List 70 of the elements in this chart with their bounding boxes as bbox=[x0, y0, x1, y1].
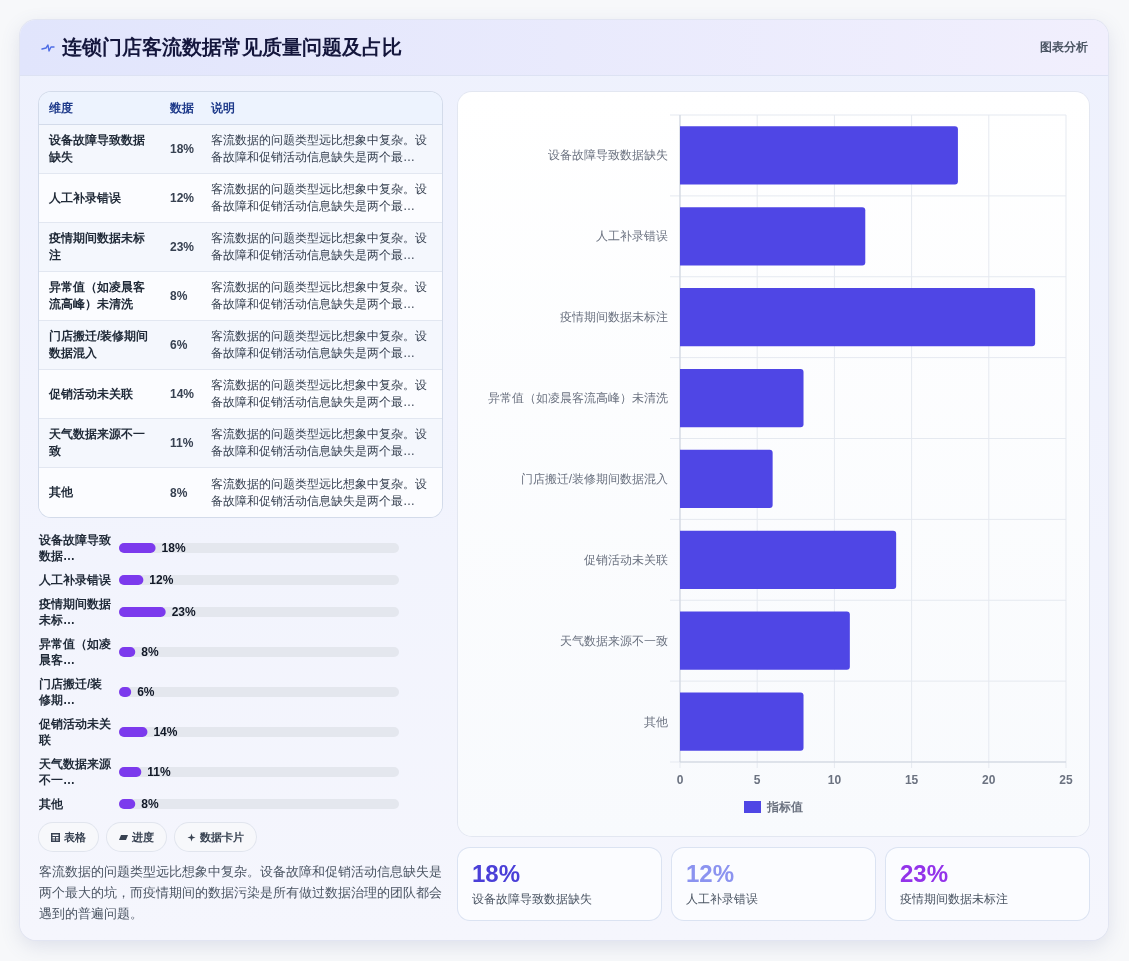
text: 12% bbox=[170, 191, 195, 205]
text: 客流数据的问题类型远比想象中复杂。设备故障和促销活动信息缺失是两个最… bbox=[211, 475, 428, 510]
text: 18% bbox=[472, 860, 521, 887]
text: 23% bbox=[170, 240, 195, 254]
legend-label: 指标值 bbox=[766, 800, 803, 814]
data-label: 14% bbox=[153, 725, 178, 739]
text: 11% bbox=[170, 436, 194, 450]
text: 14% bbox=[170, 387, 195, 401]
text: 客流数据的问题类型远比想象中复杂。设备故障和促销活动信息缺失是两个最… bbox=[211, 132, 428, 166]
x-tick-label: 25 bbox=[1059, 773, 1073, 787]
bar bbox=[680, 611, 850, 670]
category-label: 人工补录错误 bbox=[686, 891, 759, 908]
text: 图表分析 bbox=[1040, 39, 1088, 56]
text: 8% bbox=[170, 289, 188, 303]
data-label: 8% bbox=[141, 645, 159, 659]
x-tick-label: 15 bbox=[904, 773, 919, 787]
x-tick-label: 0 bbox=[676, 773, 684, 787]
bar bbox=[680, 288, 1036, 347]
y-tick-label: 天气数据来源不一… bbox=[39, 756, 112, 788]
category-label: 设备故障导致数据缺失 bbox=[472, 891, 593, 908]
data-label: 8% bbox=[141, 797, 159, 811]
text: 客流数据的问题类型远比想象中复杂。设备故障和促销活动信息缺失是两个最… bbox=[211, 230, 428, 264]
bar bbox=[680, 530, 897, 589]
y-tick-label: 异常值（如凌晨客流高峰）未清洗 bbox=[488, 391, 668, 406]
y-tick-label: 其他 bbox=[644, 714, 668, 729]
text: 18% bbox=[170, 142, 195, 156]
text: 数据 bbox=[170, 99, 195, 117]
y-tick-label: 促销活动未关联 bbox=[584, 552, 668, 567]
text: 客流数据的问题类型远比想象中复杂。设备故障和促销活动信息缺失是两个最… bbox=[211, 426, 428, 460]
y-tick-label: 设备故障导致数据… bbox=[39, 532, 112, 564]
bar bbox=[680, 368, 804, 428]
y-tick-label: 人工补录错误 bbox=[596, 229, 668, 244]
text: 客流数据的问题类型远比想象中复杂。设备故障和促销活动信息缺失是两个最… bbox=[211, 181, 428, 215]
text: 客流数据的问题类型远比想象中复杂。设备故障和促销活动信息缺失是两个最… bbox=[211, 279, 428, 313]
bar bbox=[680, 126, 958, 185]
text: 数据卡片 bbox=[200, 829, 244, 845]
data-label: 11% bbox=[147, 765, 172, 779]
text: 客流数据的问题类型远比想象中复杂。设备故障和促销活动信息缺失是两个最… bbox=[211, 328, 428, 362]
text: 说明 bbox=[211, 99, 236, 117]
x-tick-label: 5 bbox=[753, 773, 761, 787]
y-tick-label: 疫情期间数据未标注 bbox=[560, 310, 668, 325]
y-tick-label: 门店搬迁/装修期… bbox=[39, 676, 104, 708]
text: 维度 bbox=[49, 99, 74, 117]
data-label: 23% bbox=[171, 605, 197, 619]
text: 连锁门店客流数据常见质量问题及占比 bbox=[62, 35, 402, 60]
text: 12% bbox=[686, 860, 735, 887]
text: 客流数据的问题类型远比想象中复杂。设备故障和促销活动信息缺失是两个最大的坑，而疫情期间的数据污染是所有做过数据治理的团队都会遇到的普遍问题。 bbox=[39, 863, 443, 923]
category-label: 疫情期间数据未标注 bbox=[900, 891, 1009, 908]
text: 23% bbox=[900, 860, 949, 887]
y-tick-label: 门店搬迁/装修期间数据混入 bbox=[520, 471, 668, 486]
bar bbox=[680, 449, 773, 509]
text: 客流数据的问题类型远比想象中复杂。设备故障和促销活动信息缺失是两个最… bbox=[211, 377, 428, 411]
data-label: 12% bbox=[149, 573, 174, 587]
x-tick-label: 20 bbox=[982, 773, 996, 787]
text: 8% bbox=[170, 485, 188, 500]
y-tick-label: 天气数据来源不一致 bbox=[560, 633, 668, 648]
text: 表格 bbox=[64, 829, 86, 845]
bar bbox=[680, 207, 866, 266]
y-tick-label: 促销活动未关联 bbox=[39, 716, 112, 748]
y-tick-label: 人工补录错误 bbox=[39, 572, 112, 588]
text: 6% bbox=[170, 338, 188, 352]
y-tick-label: 疫情期间数据未标… bbox=[39, 596, 112, 628]
bar bbox=[680, 692, 804, 751]
data-label: 6% bbox=[137, 685, 155, 699]
text: 进度 bbox=[132, 829, 154, 845]
data-label: 18% bbox=[161, 541, 186, 555]
y-tick-label: 异常值（如凌晨客… bbox=[39, 636, 112, 668]
y-tick-label: 其他 bbox=[39, 796, 64, 812]
y-tick-label: 设备故障导致数据缺失 bbox=[548, 148, 668, 163]
x-tick-label: 10 bbox=[827, 773, 842, 787]
